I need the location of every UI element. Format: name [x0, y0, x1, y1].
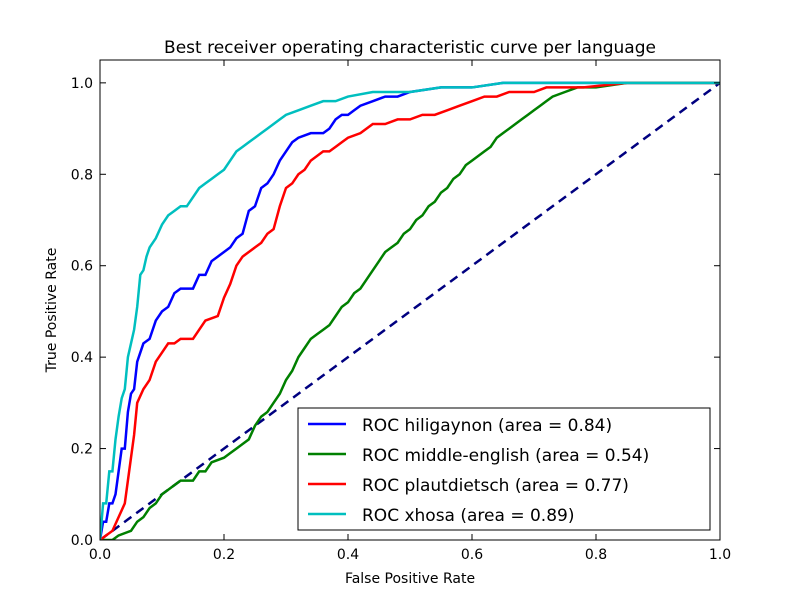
- legend-label-roc-plautdietsch-area-0-77: ROC plautdietsch (area = 0.77): [362, 476, 629, 496]
- plot-area: 0.0 0.2 0.4 0.6 0.8 1.0 0.0 0.2 0.4 0.6 0.8 1.0: [71, 59, 731, 563]
- legend-box: [297, 407, 711, 531]
- legend-label-roc-hiligaynon-area-0-84: ROC hiligaynon (area = 0.84): [362, 416, 612, 436]
- y-tick-label: 0.8: [71, 167, 93, 183]
- legend-label-roc-xhosa-area-0-89: ROC xhosa (area = 0.89): [362, 506, 574, 526]
- y-tick-label: 0.4: [71, 350, 93, 366]
- reference-diagonal-line: [100, 81, 720, 540]
- legend-label-roc-middle-english-area-0-54: ROC middle-english (area = 0.54): [362, 446, 649, 466]
- axes-frame: [99, 59, 721, 541]
- x-tick-label: 0.2: [213, 547, 235, 563]
- x-tick-label: 0.4: [337, 547, 359, 563]
- x-tick-label: 0.0: [89, 547, 111, 563]
- legend: ROC hiligaynon (area = 0.84) ROC middle-e…: [297, 407, 711, 531]
- y-tick-label: 0.2: [71, 442, 93, 458]
- y-tick-label: 0.0: [71, 533, 93, 549]
- series-line-roc-middle-english-area-0-54: [100, 81, 720, 540]
- chart-title: Best receiver operating characteristic c…: [164, 38, 656, 58]
- series-line-roc-hiligaynon-area-0-84: [100, 81, 720, 540]
- y-tick-label: 0.6: [71, 259, 93, 275]
- x-axis-label: False Positive Rate: [345, 571, 475, 587]
- x-tick-label: 0.8: [585, 547, 607, 563]
- x-tick-label: 1.0: [709, 547, 731, 563]
- series-line-roc-plautdietsch-area-0-77: [100, 81, 720, 540]
- y-tick-label: 1.0: [71, 76, 93, 92]
- series-line-roc-xhosa-area-0-89: [100, 81, 720, 540]
- x-tick-label: 0.6: [461, 547, 483, 563]
- y-axis-label: True Positive Rate: [44, 248, 60, 374]
